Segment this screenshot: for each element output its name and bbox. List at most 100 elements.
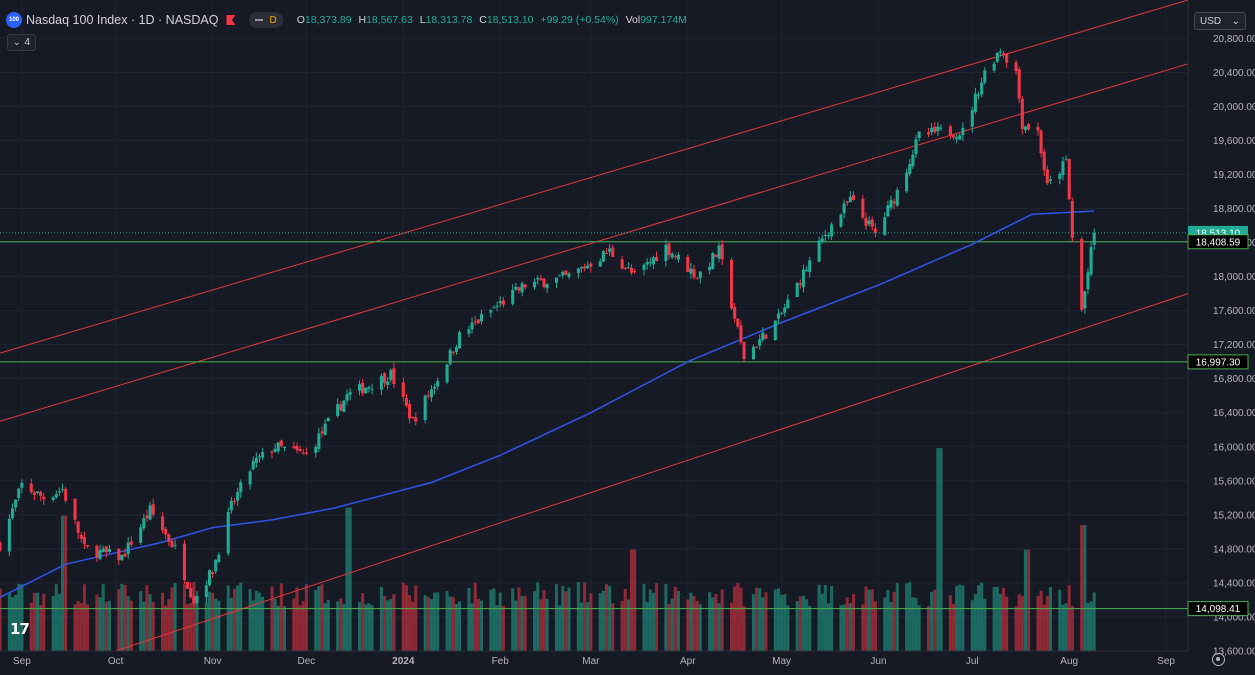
candle-body[interactable]: [1017, 69, 1021, 99]
candle-body[interactable]: [98, 550, 102, 559]
candle-body[interactable]: [473, 321, 477, 323]
candles[interactable]: [0, 48, 1096, 607]
candle-body[interactable]: [895, 189, 899, 206]
candle-body[interactable]: [883, 217, 887, 235]
candle-body[interactable]: [20, 482, 24, 488]
candle-body[interactable]: [1092, 232, 1096, 245]
candle-body[interactable]: [10, 508, 15, 519]
candle-body[interactable]: [367, 386, 371, 389]
candle-body[interactable]: [892, 201, 896, 204]
candle-body[interactable]: [805, 269, 809, 272]
candle-body[interactable]: [492, 307, 496, 309]
candle-body[interactable]: [820, 238, 824, 242]
candle-body[interactable]: [348, 391, 352, 395]
candle-body[interactable]: [248, 471, 252, 485]
candle-body[interactable]: [320, 431, 324, 434]
candle-body[interactable]: [933, 126, 937, 133]
candle-body[interactable]: [467, 329, 471, 334]
candle-body[interactable]: [564, 270, 568, 275]
candle-body[interactable]: [64, 488, 68, 501]
channel-line[interactable]: [115, 293, 1189, 652]
candle-body[interactable]: [545, 284, 549, 289]
candle-body[interactable]: [536, 277, 540, 280]
candle-body[interactable]: [57, 491, 61, 493]
candle-body[interactable]: [301, 452, 305, 454]
candle-body[interactable]: [51, 497, 55, 500]
candle-body[interactable]: [1042, 151, 1046, 171]
candle-body[interactable]: [142, 518, 146, 529]
candle-body[interactable]: [886, 205, 890, 217]
candle-body[interactable]: [204, 585, 208, 598]
candle-body[interactable]: [326, 417, 330, 422]
candle-body[interactable]: [736, 318, 740, 327]
candle-body[interactable]: [667, 243, 671, 256]
candle-body[interactable]: [955, 137, 959, 140]
candle-body[interactable]: [79, 534, 83, 539]
candle-body[interactable]: [708, 266, 712, 271]
candle-body[interactable]: [229, 500, 233, 511]
currency-select[interactable]: USD ⌄: [1194, 12, 1246, 30]
candle-body[interactable]: [1005, 53, 1009, 63]
candle-body[interactable]: [270, 451, 274, 453]
candle-body[interactable]: [1061, 161, 1065, 176]
candle-body[interactable]: [282, 446, 287, 448]
candle-body[interactable]: [1002, 53, 1006, 56]
candle-body[interactable]: [908, 163, 912, 174]
candle-body[interactable]: [686, 256, 690, 272]
candle-body[interactable]: [404, 397, 408, 406]
candle-body[interactable]: [451, 351, 455, 353]
candle-body[interactable]: [983, 70, 987, 83]
candle-body[interactable]: [936, 126, 940, 132]
candle-body[interactable]: [517, 287, 521, 291]
candle-body[interactable]: [458, 332, 462, 349]
candle-body[interactable]: [567, 273, 571, 277]
candle-body[interactable]: [511, 290, 515, 304]
candle-body[interactable]: [345, 394, 349, 401]
candle-body[interactable]: [339, 404, 343, 411]
candle-body[interactable]: [14, 499, 18, 508]
candle-body[interactable]: [383, 373, 387, 384]
candle-body[interactable]: [739, 325, 743, 343]
candle-body[interactable]: [576, 268, 580, 273]
candle-body[interactable]: [795, 283, 799, 297]
candle-body[interactable]: [867, 220, 871, 225]
candle-body[interactable]: [977, 94, 981, 96]
candle-body[interactable]: [958, 135, 962, 140]
candle-body[interactable]: [651, 257, 655, 265]
candle-body[interactable]: [992, 63, 996, 71]
candle-body[interactable]: [95, 545, 99, 558]
candle-body[interactable]: [470, 322, 474, 330]
candle-body[interactable]: [120, 554, 124, 561]
candle-body[interactable]: [1064, 159, 1068, 161]
candle-body[interactable]: [751, 346, 755, 360]
candle-body[interactable]: [498, 301, 502, 304]
candle-body[interactable]: [304, 452, 308, 454]
candle-body[interactable]: [626, 267, 630, 269]
candle-body[interactable]: [579, 267, 584, 269]
candle-body[interactable]: [370, 388, 374, 390]
market-status-pill[interactable]: D: [249, 12, 283, 28]
candle-body[interactable]: [273, 448, 277, 452]
candle-body[interactable]: [82, 536, 86, 544]
tradingview-logo[interactable]: 17: [10, 620, 30, 638]
candle-body[interactable]: [151, 504, 155, 515]
candle-body[interactable]: [598, 261, 602, 267]
candle-body[interactable]: [839, 214, 843, 227]
candle-body[interactable]: [429, 389, 433, 398]
candle-body[interactable]: [0, 542, 2, 551]
candle-body[interactable]: [758, 339, 762, 346]
candle-body[interactable]: [561, 272, 565, 276]
candle-body[interactable]: [164, 529, 168, 535]
candle-body[interactable]: [764, 334, 768, 339]
candle-body[interactable]: [864, 218, 868, 227]
candle-body[interactable]: [1023, 126, 1027, 131]
candle-body[interactable]: [604, 253, 609, 255]
candle-body[interactable]: [161, 516, 165, 531]
time-axis-background[interactable]: [0, 651, 1188, 675]
candle-body[interactable]: [342, 400, 346, 412]
candle-body[interactable]: [711, 253, 715, 269]
candle-body[interactable]: [76, 521, 80, 533]
price-axis-background[interactable]: [1188, 0, 1255, 675]
candle-body[interactable]: [554, 277, 559, 283]
candle-body[interactable]: [961, 127, 965, 136]
